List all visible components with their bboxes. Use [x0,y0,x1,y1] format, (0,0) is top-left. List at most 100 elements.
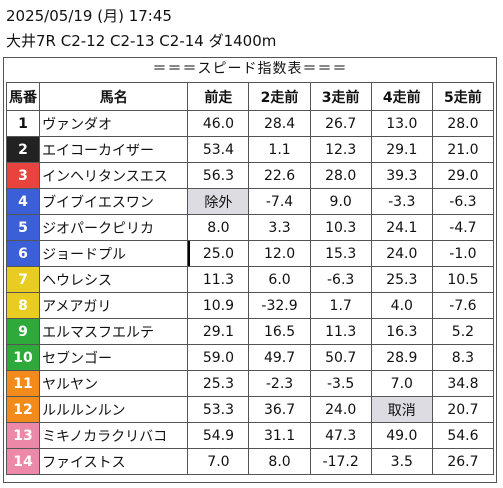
speed-index-cell: 8.0 [187,214,250,241]
horse-name-cell: ミキノカラクリバコ [39,422,189,449]
speed-index-cell: 49.0 [370,422,433,449]
speed-index-cell: 5.2 [431,318,495,345]
speed-index-cell: 54.6 [431,422,495,449]
speed-index-cell: 47.3 [309,422,372,449]
horse-number-cell: 6 [5,240,41,267]
table-row: 3 インヘリタンスエス 56.3 22.6 28.0 39.3 29.0 [5,162,495,189]
horse-number-cell: 12 [5,396,41,423]
speed-index-cell: 49.7 [248,344,311,371]
horse-number-cell: 10 [5,344,41,371]
horse-name-cell: ヴァンダオ [39,110,189,137]
speed-index-cell: 4.0 [370,292,433,319]
speed-index-cell: -32.9 [248,292,311,319]
horse-number-cell: 2 [5,136,41,163]
horse-name-cell: ジオパークピリカ [39,214,189,241]
speed-index-cell: 29.1 [370,136,433,163]
horse-number-cell: 8 [5,292,41,319]
table-row: 9 エルマスフエルテ 29.1 16.5 11.3 16.3 5.2 [5,318,495,345]
horse-name-cell: ブイブイエスワン [39,188,189,215]
speed-index-cell: 31.1 [248,422,311,449]
col-header-horse-name: 馬名 [39,82,189,111]
table-header-row: 馬番 馬名 前走 2走前 3走前 4走前 5走前 [5,82,495,111]
speed-index-cell: 1.7 [309,292,372,319]
speed-index-cell: 11.3 [309,318,372,345]
speed-index-table: 馬番 馬名 前走 2走前 3走前 4走前 5走前 1 ヴァンダオ 46.0 28.4 2… [5,82,495,475]
speed-index-cell: 除外 [187,188,250,215]
table-row: 6 ジョードプル 25.0 12.0 15.3 24.0 -1.0 [5,240,495,267]
col-header-last-race: 前走 [187,82,250,111]
speed-index-cell: 25.0 [187,240,250,267]
speed-index-cell: 28.9 [370,344,433,371]
speed-index-cell: -3.5 [309,370,372,397]
speed-index-cell: 9.0 [309,188,372,215]
horse-number-cell: 11 [5,370,41,397]
speed-index-cell: 28.0 [431,110,495,137]
horse-number-cell: 1 [5,110,41,137]
horse-number-cell: 14 [5,448,41,475]
horse-name-cell: ジョードプル [39,240,189,267]
horse-name-cell: ヘウレシス [39,266,189,293]
table-row: 8 アメアガリ 10.9 -32.9 1.7 4.0 -7.6 [5,292,495,319]
speed-index-cell: 53.4 [187,136,250,163]
speed-index-cell: 13.0 [370,110,433,137]
horse-name-cell: ヤルヤン [39,370,189,397]
speed-index-cell: -2.3 [248,370,311,397]
col-header-3-races-ago: 3走前 [309,82,372,111]
horse-name-cell: エイコーカイザー [39,136,189,163]
speed-index-cell: 36.7 [248,396,311,423]
speed-index-cell: 3.5 [370,448,433,475]
speed-index-cell: 25.3 [187,370,250,397]
speed-index-cell: -1.0 [431,240,495,267]
horse-name-cell: セブンゴー [39,344,189,371]
speed-index-cell: -7.6 [431,292,495,319]
horse-name-cell: ファイストス [39,448,189,475]
speed-index-cell: 53.3 [187,396,250,423]
speed-index-cell: 28.0 [309,162,372,189]
speed-index-cell: 29.0 [431,162,495,189]
speed-index-cell: 7.0 [187,448,250,475]
speed-index-cell: 24.0 [370,240,433,267]
horse-number-cell: 3 [5,162,41,189]
speed-index-cell: -6.3 [309,266,372,293]
speed-index-cell: 12.3 [309,136,372,163]
speed-index-cell: 15.3 [309,240,372,267]
table-row: 5 ジオパークピリカ 8.0 3.3 10.3 24.1 -4.7 [5,214,495,241]
table-row: 10 セブンゴー 59.0 49.7 50.7 28.9 8.3 [5,344,495,371]
table-row: 7 ヘウレシス 11.3 6.0 -6.3 25.3 10.5 [5,266,495,293]
table-row: 4 ブイブイエスワン 除外 -7.4 9.0 -3.3 -6.3 [5,188,495,215]
col-header-2-races-ago: 2走前 [248,82,311,111]
table-row: 1 ヴァンダオ 46.0 28.4 26.7 13.0 28.0 [5,110,495,137]
speed-index-cell: 10.5 [431,266,495,293]
speed-index-cell: 34.8 [431,370,495,397]
horse-name-cell: エルマスフエルテ [39,318,189,345]
horse-name-cell: アメアガリ [39,292,189,319]
date-time-line: 2025/05/19 (月) 17:45 [6,7,172,25]
speed-index-cell: 26.7 [431,448,495,475]
table-row: 14 ファイストス 7.0 8.0 -17.2 3.5 26.7 [5,448,495,475]
speed-index-cell: 10.9 [187,292,250,319]
table-row: 2 エイコーカイザー 53.4 1.1 12.3 29.1 21.0 [5,136,495,163]
horse-number-cell: 4 [5,188,41,215]
horse-number-cell: 7 [5,266,41,293]
table-row: 11 ヤルヤン 25.3 -2.3 -3.5 7.0 34.8 [5,370,495,397]
speed-index-cell: 56.3 [187,162,250,189]
speed-index-cell: 16.3 [370,318,433,345]
speed-index-cell: -4.7 [431,214,495,241]
speed-index-cell: 29.1 [187,318,250,345]
horse-number-cell: 13 [5,422,41,449]
speed-index-cell: 7.0 [370,370,433,397]
speed-index-cell: 24.0 [309,396,372,423]
horse-number-cell: 9 [5,318,41,345]
horse-name-cell: インヘリタンスエス [39,162,189,189]
table-row: 12 ルルルンルン 53.3 36.7 24.0 取消 20.7 [5,396,495,423]
speed-index-cell: 16.5 [248,318,311,345]
speed-index-cell: -3.3 [370,188,433,215]
speed-index-cell: 8.3 [431,344,495,371]
table-row: 13 ミキノカラクリバコ 54.9 31.1 47.3 49.0 54.6 [5,422,495,449]
speed-index-cell: 取消 [370,396,433,423]
speed-index-cell: 28.4 [248,110,311,137]
table-banner: ＝＝＝スピード指数表＝＝＝ [152,61,348,77]
speed-index-cell: 11.3 [187,266,250,293]
speed-index-cell: 8.0 [248,448,311,475]
speed-index-cell: 21.0 [431,136,495,163]
